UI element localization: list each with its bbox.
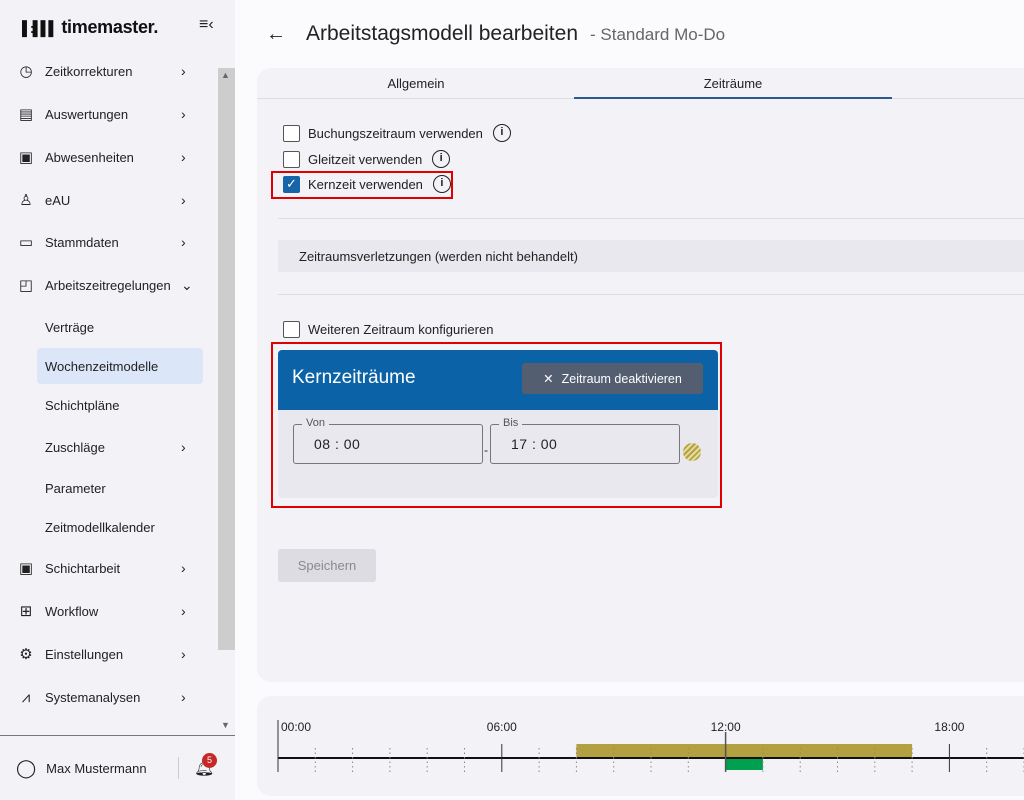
- highlight-box: [271, 171, 453, 199]
- sidebar-item[interactable]: ◷ Zeitkorrekturen ›: [0, 53, 218, 89]
- sidebar-item[interactable]: Zeitmodellkalender: [45, 519, 155, 535]
- chevron-right-icon: ›: [181, 149, 186, 165]
- checkbox[interactable]: [283, 124, 300, 142]
- tab-allgemein[interactable]: Allgemein: [387, 76, 445, 91]
- chevron-right-icon: ›: [181, 106, 186, 122]
- sidebar-item[interactable]: ♙ eAU ›: [0, 182, 218, 218]
- chart-icon: ▤: [18, 106, 34, 123]
- chevron-down-icon: ⌄: [181, 276, 193, 293]
- time-label: 00:00: [281, 720, 311, 734]
- scroll-up-icon[interactable]: ▲: [221, 70, 230, 80]
- break-bar: [725, 758, 763, 770]
- sidebar-item[interactable]: Verträge: [45, 319, 95, 335]
- checkbox[interactable]: [283, 150, 300, 168]
- analysis-icon: ⩘: [21, 688, 31, 706]
- sidebar-scrollbar[interactable]: ▲ ▼: [218, 68, 235, 735]
- checkbox-checked[interactable]: ✓: [283, 175, 300, 193]
- range-separator: -: [484, 443, 488, 457]
- clock-icon: ◷: [19, 63, 33, 80]
- time-label: 18:00: [934, 720, 964, 734]
- checkbox[interactable]: [283, 321, 300, 338]
- kernzeit-header: Kernzeiträume ✕ Zeitraum deaktivieren: [278, 350, 718, 410]
- time-label: 12:00: [711, 720, 741, 734]
- sidebar-item[interactable]: ⚙ Einstellungen ›: [0, 636, 218, 672]
- save-button[interactable]: Speichern: [278, 549, 376, 582]
- tab-p[interactable]: P: [893, 76, 1024, 91]
- collapse-sidebar-icon[interactable]: ≡‹: [199, 16, 214, 33]
- chevron-right-icon: ›: [181, 603, 186, 619]
- kernzeit-title: Kernzeiträume: [292, 367, 416, 388]
- divider: [278, 294, 1024, 295]
- sidebar-item[interactable]: Wochenzeitmodelle: [37, 348, 203, 384]
- chevron-right-icon: ›: [181, 192, 186, 208]
- info-icon[interactable]: i: [492, 124, 511, 142]
- color-swatch[interactable]: [683, 443, 701, 461]
- sidebar-item[interactable]: ◰ Arbeitszeitregelungen ⌄: [0, 267, 218, 303]
- sidebar-item[interactable]: Parameter: [45, 480, 106, 496]
- highlight-box: [271, 342, 722, 508]
- notification-badge: 5: [202, 753, 217, 768]
- tabs: Allgemein Zeiträume P: [257, 68, 1024, 99]
- briefcase-clock-icon: ◰: [18, 277, 34, 294]
- kernzeit-panel: Kernzeiträume ✕ Zeitraum deaktivieren Von…: [278, 350, 718, 498]
- divider: [178, 757, 179, 779]
- scrollbar-thumb[interactable]: [218, 68, 235, 650]
- chevron-right-icon: ›: [181, 689, 186, 705]
- sidebar-item[interactable]: ⊞ Workflow ›: [0, 593, 218, 629]
- sidebar-item[interactable]: Zuschläge ›: [45, 439, 186, 455]
- page-subtitle: - Standard Mo-Do: [590, 25, 726, 44]
- checkbox-buchungszeitraum[interactable]: Buchungszeitraum verwenden i: [283, 124, 511, 142]
- sidebar-item[interactable]: ▭ Stammdaten ›: [0, 224, 218, 260]
- calendar-check-icon: ▣: [18, 560, 34, 577]
- chevron-right-icon: ›: [181, 234, 186, 250]
- user-icon: ◯: [16, 758, 37, 778]
- person-doc-icon: ♙: [19, 192, 33, 209]
- sidebar-item[interactable]: ▤ Auswertungen ›: [0, 96, 218, 132]
- chevron-right-icon: ›: [181, 646, 186, 662]
- info-icon[interactable]: i: [432, 175, 451, 193]
- chevron-right-icon: ›: [181, 560, 186, 576]
- divider: [0, 735, 235, 736]
- sidebar-item[interactable]: Schichtpläne: [45, 397, 120, 413]
- von-field[interactable]: Von 08 : 00: [293, 417, 483, 464]
- sidebar-item[interactable]: ⩘ Systemanalysen ›: [0, 679, 218, 715]
- kernzeit-bar: [576, 744, 913, 757]
- back-arrow-icon[interactable]: ←: [266, 23, 286, 45]
- gear-icon: ⚙: [19, 646, 33, 663]
- checkbox-weiteren-zeitraum[interactable]: Weiteren Zeitraum konfigurieren: [283, 321, 493, 338]
- user-menu[interactable]: ◯ Max Mustermann: [16, 758, 147, 779]
- deactivate-button[interactable]: ✕ Zeitraum deaktivieren: [522, 363, 703, 394]
- page-header: ← Arbeitstagsmodell bearbeiten - Standar…: [266, 22, 725, 46]
- logo: ▌:▌▌▌ timemaster.: [22, 17, 159, 37]
- page-title: Arbeitstagsmodell bearbeiten: [306, 22, 578, 45]
- close-icon: ✕: [543, 372, 554, 386]
- user-name: Max Mustermann: [46, 761, 147, 776]
- chevron-right-icon: ›: [181, 439, 186, 455]
- checkbox-gleitzeit[interactable]: Gleitzeit verwenden i: [283, 150, 451, 168]
- sidebar: ▌:▌▌▌ timemaster. ≡‹ ◷ Zeitkorrekturen › ▤ Au…: [0, 0, 235, 800]
- time-label: 06:00: [487, 720, 517, 734]
- edit-card: Allgemein Zeiträume P Buchungszeitraum v…: [257, 68, 1024, 682]
- checkbox-kernzeit[interactable]: ✓ Kernzeit verwenden i: [283, 175, 451, 193]
- bis-field[interactable]: Bis 17 : 00: [490, 417, 680, 464]
- calendar-x-icon: ▣: [18, 149, 34, 166]
- info-icon[interactable]: i: [432, 150, 451, 168]
- scroll-down-icon[interactable]: ▼: [221, 720, 230, 730]
- folder-icon: ▭: [18, 234, 34, 251]
- timeline: 00:00 06:00 12:00 18:00: [257, 696, 1024, 796]
- chevron-right-icon: ›: [181, 63, 186, 79]
- violations-section[interactable]: Zeitraumsverletzungen (werden nicht beha…: [278, 240, 1024, 272]
- divider: [278, 218, 1024, 219]
- tab-zeitraeume[interactable]: Zeiträume: [574, 76, 892, 99]
- sidebar-item[interactable]: ▣ Schichtarbeit ›: [0, 550, 218, 586]
- workflow-icon: ⊞: [19, 603, 33, 620]
- sidebar-item[interactable]: ▣ Abwesenheiten ›: [0, 139, 218, 175]
